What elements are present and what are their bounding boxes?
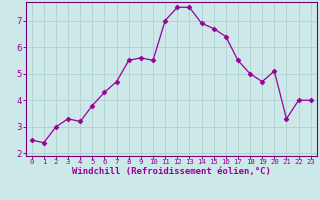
X-axis label: Windchill (Refroidissement éolien,°C): Windchill (Refroidissement éolien,°C) [72, 167, 271, 176]
